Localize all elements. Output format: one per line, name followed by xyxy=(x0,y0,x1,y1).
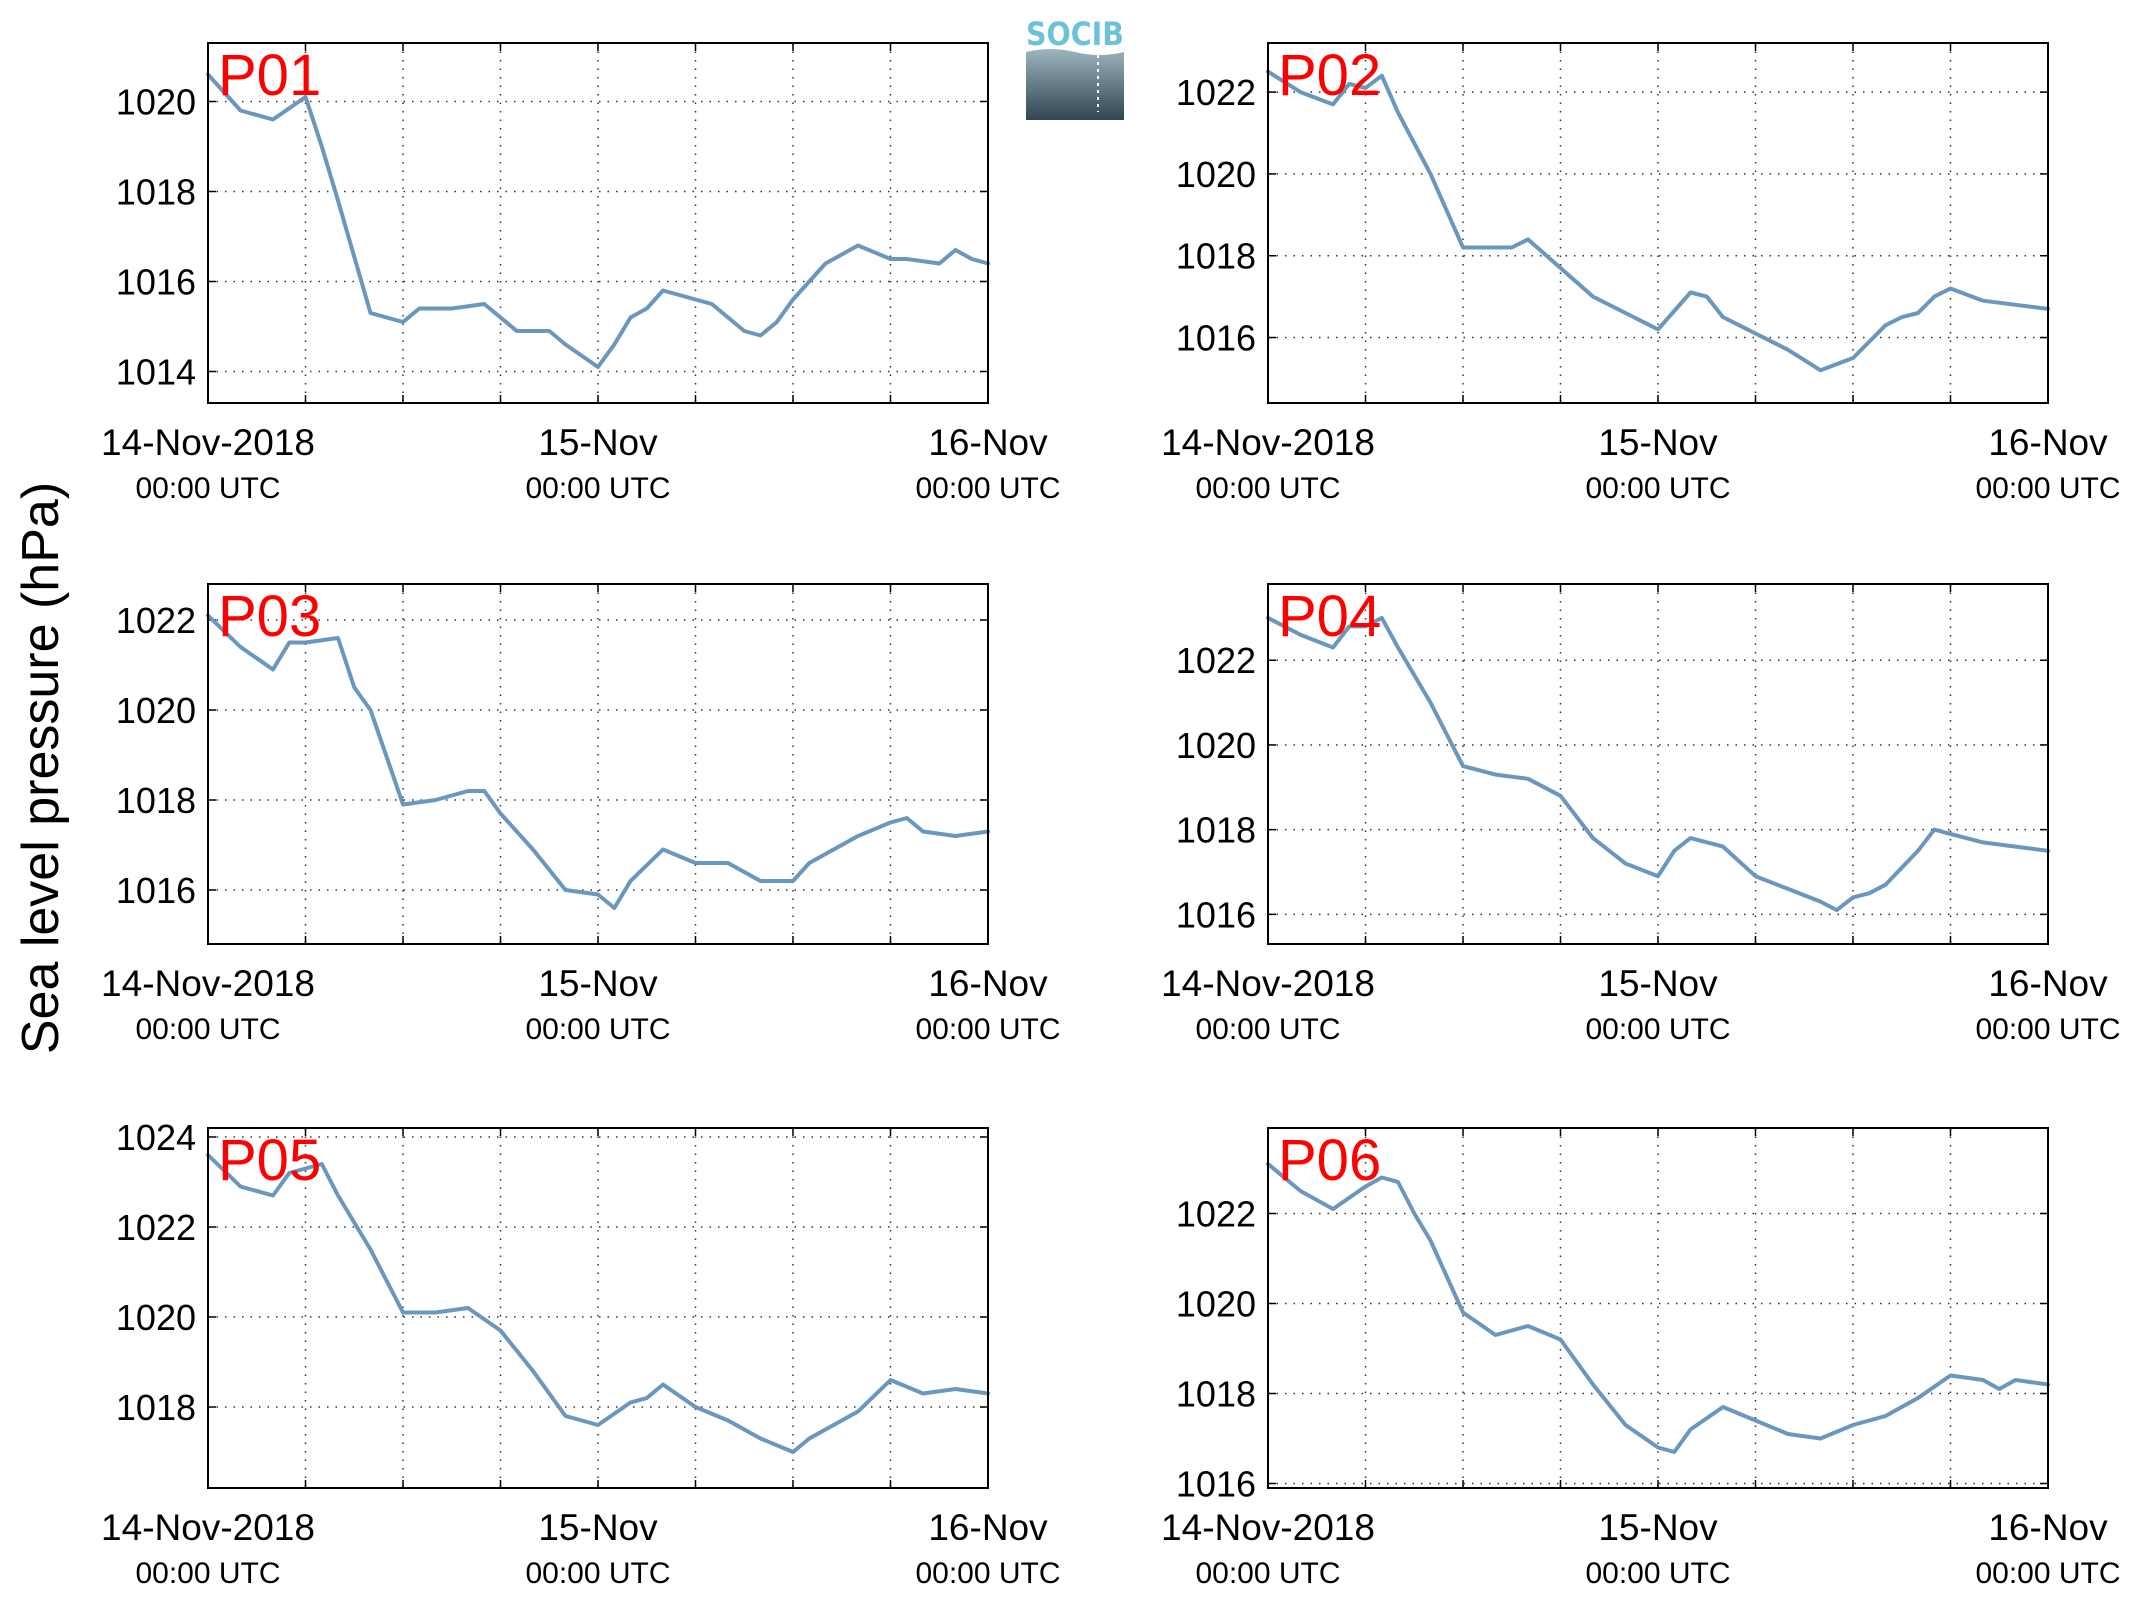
x-tick-sublabel: 00:00 UTC xyxy=(1585,1557,1730,1590)
x-tick-sublabel: 00:00 UTC xyxy=(525,472,670,505)
series-line-p03 xyxy=(206,613,990,910)
y-tick-label: 1022 xyxy=(1176,72,1256,113)
x-tick-sublabel: 00:00 UTC xyxy=(1585,1013,1730,1046)
x-tick-sublabel: 00:00 UTC xyxy=(915,1557,1060,1590)
x-tick-sublabel: 00:00 UTC xyxy=(135,1013,280,1046)
x-tick-sublabel: 00:00 UTC xyxy=(525,1557,670,1590)
x-tick-label: 14-Nov-2018 xyxy=(101,963,315,1004)
y-tick-label: 1020 xyxy=(1176,1284,1256,1325)
axes-box xyxy=(1267,583,2049,945)
panel-label: P03 xyxy=(218,584,321,649)
y-tick-label: 1014 xyxy=(116,352,196,393)
panel-label: P04 xyxy=(1278,584,1381,649)
y-tick-label: 1016 xyxy=(116,870,196,911)
series-line-p04 xyxy=(1266,615,2050,913)
x-tick-label: 14-Nov-2018 xyxy=(101,1507,315,1548)
x-tick-label: 16-Nov xyxy=(1988,422,2108,463)
axes-box xyxy=(207,42,989,404)
y-tick-label: 1018 xyxy=(116,1387,196,1428)
x-tick-label: 16-Nov xyxy=(928,963,1048,1004)
panel-label: P05 xyxy=(218,1128,321,1193)
panel-p05: 1018 1020 1022 1024 14-Nov-2018 00:00 UTC 15-N… xyxy=(101,1117,1060,1590)
panel-p02: 1016 1018 1020 1022 14-Nov-2018 00:00 UTC 15-N… xyxy=(1161,42,2121,505)
socib-logo: SOCIB xyxy=(1026,15,1124,120)
y-tick-label: 1020 xyxy=(116,82,196,123)
x-tick-sublabel: 00:00 UTC xyxy=(1975,472,2120,505)
y-tick-label: 1016 xyxy=(116,262,196,303)
x-tick-sublabel: 00:00 UTC xyxy=(135,472,280,505)
logo-wave-icon xyxy=(1026,49,1124,120)
panel-label: P01 xyxy=(218,43,321,108)
panel-p06: 1016 1018 1020 1022 14-Nov-2018 00:00 UTC 15-N… xyxy=(1161,1127,2121,1590)
series-line-p02 xyxy=(1266,69,2050,373)
y-tick-label: 1018 xyxy=(1176,810,1256,851)
x-tick-label: 15-Nov xyxy=(1598,422,1718,463)
x-tick-sublabel: 00:00 UTC xyxy=(1975,1557,2120,1590)
x-tick-label: 15-Nov xyxy=(538,963,658,1004)
y-tick-label: 1016 xyxy=(1176,1464,1256,1505)
x-tick-label: 16-Nov xyxy=(928,422,1048,463)
y-tick-label: 1016 xyxy=(1176,318,1256,359)
y-tick-label: 1022 xyxy=(1176,1194,1256,1235)
x-tick-label: 15-Nov xyxy=(538,1507,658,1548)
y-axis-label: Sea level pressure (hPa) xyxy=(12,482,70,1054)
y-tick-label: 1024 xyxy=(116,1117,196,1158)
y-tick-label: 1018 xyxy=(116,780,196,821)
series-line-p05 xyxy=(206,1153,990,1454)
y-tick-label: 1020 xyxy=(116,1297,196,1338)
x-tick-label: 15-Nov xyxy=(538,422,658,463)
axes-box xyxy=(207,583,989,945)
x-tick-label: 16-Nov xyxy=(1988,1507,2108,1548)
x-tick-sublabel: 00:00 UTC xyxy=(915,1013,1060,1046)
panel-p03: 1016 1018 1020 1022 14-Nov-2018 00:00 UTC 15-N… xyxy=(101,583,1061,1046)
x-tick-label: 14-Nov-2018 xyxy=(1161,422,1375,463)
y-tick-label: 1016 xyxy=(1176,894,1256,935)
x-tick-sublabel: 00:00 UTC xyxy=(1195,1013,1340,1046)
x-tick-sublabel: 00:00 UTC xyxy=(525,1013,670,1046)
axes-box xyxy=(1267,42,2049,404)
y-tick-label: 1022 xyxy=(116,600,196,641)
x-tick-sublabel: 00:00 UTC xyxy=(915,472,1060,505)
x-tick-label: 15-Nov xyxy=(1598,963,1718,1004)
panel-label: P02 xyxy=(1278,43,1381,108)
x-tick-label: 16-Nov xyxy=(928,1507,1048,1548)
axes-box xyxy=(1267,1127,2049,1489)
y-tick-label: 1018 xyxy=(116,172,196,213)
panel-p01: 1014 1016 1018 1020 14-Nov-2018 00:00 UTC 15-N… xyxy=(101,42,1061,505)
y-tick-label: 1018 xyxy=(1176,1374,1256,1415)
x-tick-label: 14-Nov-2018 xyxy=(1161,1507,1375,1548)
series-line-p06 xyxy=(1266,1162,2050,1454)
x-tick-sublabel: 00:00 UTC xyxy=(135,1557,280,1590)
x-tick-sublabel: 00:00 UTC xyxy=(1195,1557,1340,1590)
panel-label: P06 xyxy=(1278,1128,1381,1193)
y-tick-label: 1020 xyxy=(1176,154,1256,195)
x-tick-label: 16-Nov xyxy=(1988,963,2108,1004)
logo-text: SOCIB xyxy=(1026,15,1124,53)
x-tick-label: 14-Nov-2018 xyxy=(1161,963,1375,1004)
y-tick-label: 1022 xyxy=(1176,640,1256,681)
y-tick-label: 1018 xyxy=(1176,236,1256,277)
x-tick-label: 14-Nov-2018 xyxy=(101,422,315,463)
x-tick-sublabel: 00:00 UTC xyxy=(1975,1013,2120,1046)
y-tick-label: 1020 xyxy=(1176,725,1256,766)
y-tick-label: 1022 xyxy=(116,1207,196,1248)
panels: 1014 1016 1018 1020 14-Nov-2018 00:00 UTC 15-N… xyxy=(101,42,2121,1590)
panel-p04: 1016 1018 1020 1022 14-Nov-2018 00:00 UTC 15-N… xyxy=(1161,583,2121,1046)
x-tick-sublabel: 00:00 UTC xyxy=(1195,472,1340,505)
y-tick-label: 1020 xyxy=(116,690,196,731)
x-tick-label: 15-Nov xyxy=(1598,1507,1718,1548)
axes-box xyxy=(207,1127,989,1489)
series-line-p01 xyxy=(206,72,990,369)
x-tick-sublabel: 00:00 UTC xyxy=(1585,472,1730,505)
